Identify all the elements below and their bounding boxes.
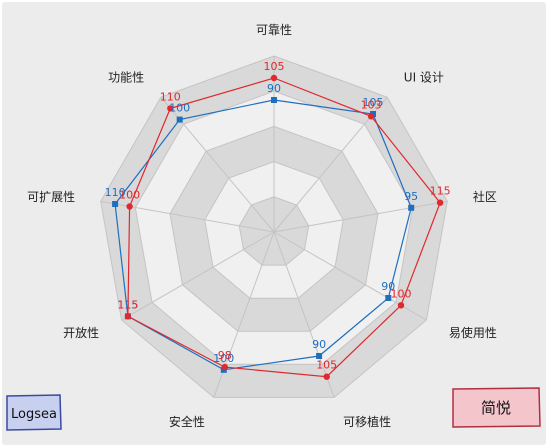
data-label: 105 xyxy=(316,359,337,372)
data-label: 105 xyxy=(264,60,285,73)
series-point xyxy=(270,74,278,82)
data-label: 110 xyxy=(105,186,126,199)
data-label: 110 xyxy=(160,90,181,103)
series-point xyxy=(385,295,392,301)
series-point xyxy=(124,313,132,320)
axis-label: UI 设计 xyxy=(404,70,444,84)
legend-box-jianyue xyxy=(452,387,541,428)
series-point xyxy=(112,201,119,207)
axis-label: 可移植性 xyxy=(343,414,391,429)
data-label: 115 xyxy=(117,298,138,311)
axis-label: 社区 xyxy=(473,189,497,204)
legend-label-logsea: Logsea xyxy=(11,407,57,422)
series-point xyxy=(271,97,277,103)
series-point xyxy=(176,116,183,123)
data-label: 103 xyxy=(361,98,382,111)
legend-label-jianyue: 简悦 xyxy=(481,399,511,417)
data-label: 95 xyxy=(404,190,418,203)
data-label: 100 xyxy=(119,189,140,202)
legend-logsea[interactable]: Logsea xyxy=(6,394,62,431)
axis-label: 安全性 xyxy=(169,414,205,429)
series-point xyxy=(397,302,405,309)
legend-jianyue[interactable]: 简悦 xyxy=(452,387,541,428)
axis-spoke xyxy=(121,231,275,321)
series-point xyxy=(367,113,375,120)
radar-series xyxy=(112,74,444,380)
series-line-0 xyxy=(114,99,412,371)
series-point xyxy=(126,203,133,210)
series-point xyxy=(323,373,330,380)
data-label: 100 xyxy=(169,102,190,115)
data-label: 100 xyxy=(391,287,412,300)
axis-spoke xyxy=(273,200,448,233)
value-labels: 9010595909010011511010010510311510010598… xyxy=(105,60,451,372)
series-point xyxy=(221,363,228,371)
series-point xyxy=(408,204,415,211)
axis-spoke xyxy=(273,96,388,233)
data-label: 90 xyxy=(267,82,281,95)
axis-label: 可扩展性 xyxy=(27,190,75,204)
data-label: 90 xyxy=(381,280,395,293)
axis-label: 开放性 xyxy=(63,325,99,340)
data-label: 98 xyxy=(218,349,232,362)
axis-label: 易使用性 xyxy=(449,325,497,340)
axis-spoke xyxy=(273,231,335,398)
data-label: 105 xyxy=(363,96,384,109)
series-point xyxy=(316,353,323,359)
series-line-1 xyxy=(127,77,441,378)
data-label: 100 xyxy=(213,352,234,365)
series-point xyxy=(436,199,444,206)
data-label: 90 xyxy=(312,338,326,351)
legend-box-logsea xyxy=(6,394,62,431)
axis-label: 可靠性 xyxy=(256,23,292,37)
series-point xyxy=(167,105,174,112)
axis-label: 功能性 xyxy=(108,70,144,84)
data-label: 115 xyxy=(430,185,451,198)
data-label: 115 xyxy=(117,298,138,311)
